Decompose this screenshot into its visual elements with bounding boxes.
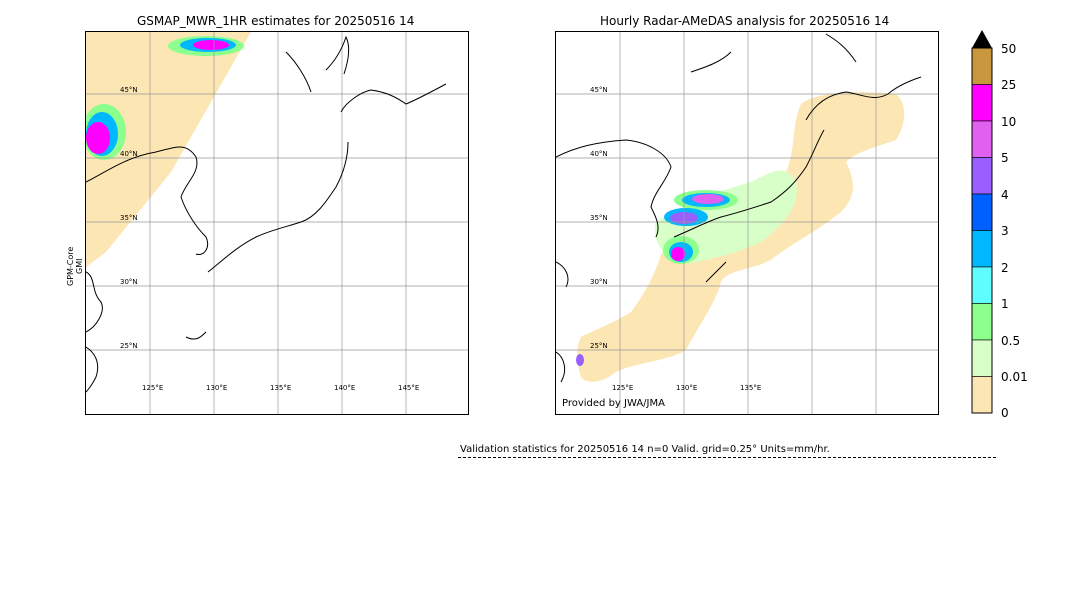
- colorbar-swatch: [971, 193, 993, 231]
- colorbar-label-10: 10: [1001, 115, 1017, 129]
- colorbar-label-5: 5: [1001, 151, 1009, 165]
- left-map-title: GSMAP_MWR_1HR estimates for 20250516 14: [137, 14, 415, 28]
- right-heavy-rain-band: [576, 190, 738, 366]
- colorbar-swatch: [971, 47, 993, 85]
- colorbar-label-50: 50: [1001, 42, 1017, 56]
- left-lat-label-40: 40°N: [120, 150, 138, 158]
- data-provider-credit: Provided by JWA/JMA: [562, 398, 665, 409]
- right-lat-label-40: 40°N: [590, 150, 608, 158]
- right-coastlines: [556, 33, 922, 383]
- left-precip-area: [86, 32, 251, 267]
- colorbar-swatch: [971, 84, 993, 122]
- colorbar-label-4: 4: [1001, 188, 1009, 202]
- right-lon-label-130: 130°E: [676, 384, 697, 392]
- colorbar-frame: [971, 47, 993, 414]
- right-lon-label-125: 125°E: [612, 384, 633, 392]
- stats-underline: [458, 457, 996, 458]
- left-gridlines: [86, 32, 468, 414]
- colorbar-swatch: [971, 266, 993, 304]
- colorbar-label-2: 2: [1001, 261, 1009, 275]
- colorbar-swatch: [971, 303, 993, 341]
- colorbar-label-25: 25: [1001, 78, 1017, 92]
- colorbar-label-3: 3: [1001, 224, 1009, 238]
- right-gridlines: [556, 32, 938, 414]
- left-heavy-rain-band-north: [168, 36, 244, 56]
- colorbar-label-0-01: 0.01: [1001, 370, 1028, 384]
- left-lon-label-135: 135°E: [270, 384, 291, 392]
- left-lon-label-125: 125°E: [142, 384, 163, 392]
- colorbar-label-0: 0: [1001, 406, 1009, 420]
- left-map-canvas: 45°N 40°N 35°N 30°N 25°N 125°E 130°E 135…: [86, 32, 468, 414]
- colorbar: [971, 30, 993, 414]
- left-lon-label-130: 130°E: [206, 384, 227, 392]
- colorbar-swatch: [971, 120, 993, 158]
- left-lat-label-45: 45°N: [120, 86, 138, 94]
- left-lon-label-145: 145°E: [398, 384, 419, 392]
- right-lon-label-135: 135°E: [740, 384, 761, 392]
- left-map-panel: 45°N 40°N 35°N 30°N 25°N 125°E 130°E 135…: [85, 31, 469, 415]
- right-lat-label-25: 25°N: [590, 342, 608, 350]
- colorbar-label-1: 1: [1001, 297, 1009, 311]
- colorbar-over-arrow: [972, 30, 992, 48]
- left-lat-label-35: 35°N: [120, 214, 138, 222]
- colorbar-swatch: [971, 230, 993, 268]
- right-lat-label-45: 45°N: [590, 86, 608, 94]
- colorbar-swatch: [971, 376, 993, 414]
- left-lat-label-25: 25°N: [120, 342, 138, 350]
- left-coastlines: [86, 35, 447, 393]
- left-heavy-rain-band-west: [86, 104, 126, 160]
- validation-statistics: Validation statistics for 20250516 14 n=…: [460, 444, 830, 455]
- colorbar-swatch: [971, 157, 993, 195]
- left-lon-label-140: 140°E: [334, 384, 355, 392]
- right-map-title: Hourly Radar-AMeDAS analysis for 2025051…: [600, 14, 890, 28]
- right-lat-label-35: 35°N: [590, 214, 608, 222]
- right-map-panel: 45°N 40°N 35°N 30°N 25°N 125°E 130°E 135…: [555, 31, 939, 415]
- left-map-sensor-sublabel: GMI: [75, 258, 84, 274]
- right-lat-label-30: 30°N: [590, 278, 608, 286]
- right-map-canvas: 45°N 40°N 35°N 30°N 25°N 125°E 130°E 135…: [556, 32, 938, 414]
- colorbar-label-0-5: 0.5: [1001, 334, 1021, 348]
- colorbar-swatch: [971, 339, 993, 377]
- left-lat-label-30: 30°N: [120, 278, 138, 286]
- left-map-sensor-label: GPM-Core: [66, 246, 75, 286]
